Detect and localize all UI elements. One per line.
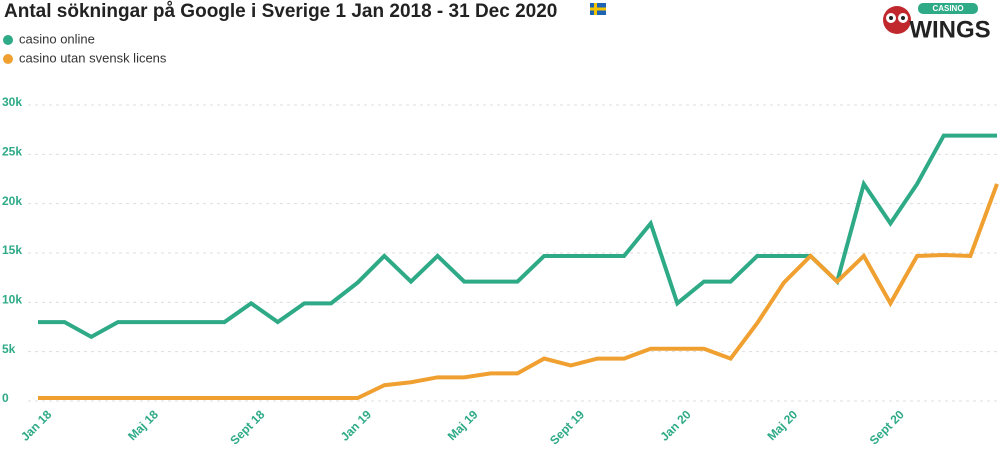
y-tick-label: 0 bbox=[2, 391, 9, 405]
logo-big: WINGS bbox=[909, 16, 990, 43]
x-tick: Maj 18 bbox=[125, 407, 161, 443]
x-tick: Maj 20 bbox=[764, 407, 800, 443]
x-tick-label: Jan 20 bbox=[657, 407, 694, 444]
x-tick: Maj 19 bbox=[445, 407, 481, 443]
x-tick-label: Maj 19 bbox=[445, 407, 481, 443]
y-tick-label: 5k bbox=[2, 342, 16, 356]
y-tick-label: 10k bbox=[2, 293, 22, 307]
x-tick: Sept 20 bbox=[867, 407, 907, 447]
logo-small: CASINO bbox=[932, 4, 963, 13]
legend-label: casino utan svensk licens bbox=[19, 50, 167, 65]
series-line bbox=[38, 133, 997, 340]
logo: CASINO WINGS bbox=[883, 3, 991, 43]
x-tick-label: Sept 20 bbox=[867, 407, 907, 447]
y-tick-label: 30k bbox=[2, 95, 22, 109]
x-tick: Jan 19 bbox=[338, 407, 375, 444]
y-tick-label: 15k bbox=[2, 243, 22, 257]
chart-title: Antal sökningar på Google i Sverige 1 Ja… bbox=[4, 1, 557, 22]
x-tick: Jan 18 bbox=[18, 407, 55, 444]
x-tick-label: Maj 18 bbox=[125, 407, 161, 443]
x-tick-label: Maj 20 bbox=[764, 407, 800, 443]
x-tick: Sept 19 bbox=[547, 407, 587, 447]
x-tick-label: Jan 18 bbox=[18, 407, 55, 444]
legend-marker bbox=[3, 54, 13, 64]
x-tick: Sept 18 bbox=[227, 407, 267, 447]
x-tick-label: Sept 18 bbox=[227, 407, 267, 447]
x-tick-label: Jan 19 bbox=[338, 407, 375, 444]
y-tick-label: 25k bbox=[2, 145, 22, 159]
series-line bbox=[38, 183, 999, 401]
x-tick: Jan 20 bbox=[657, 407, 694, 444]
y-tick-label: 20k bbox=[2, 194, 22, 208]
legend-marker bbox=[3, 35, 13, 45]
legend-label: casino online bbox=[19, 31, 95, 46]
flag bbox=[590, 3, 606, 15]
x-tick-label: Sept 19 bbox=[547, 407, 587, 447]
